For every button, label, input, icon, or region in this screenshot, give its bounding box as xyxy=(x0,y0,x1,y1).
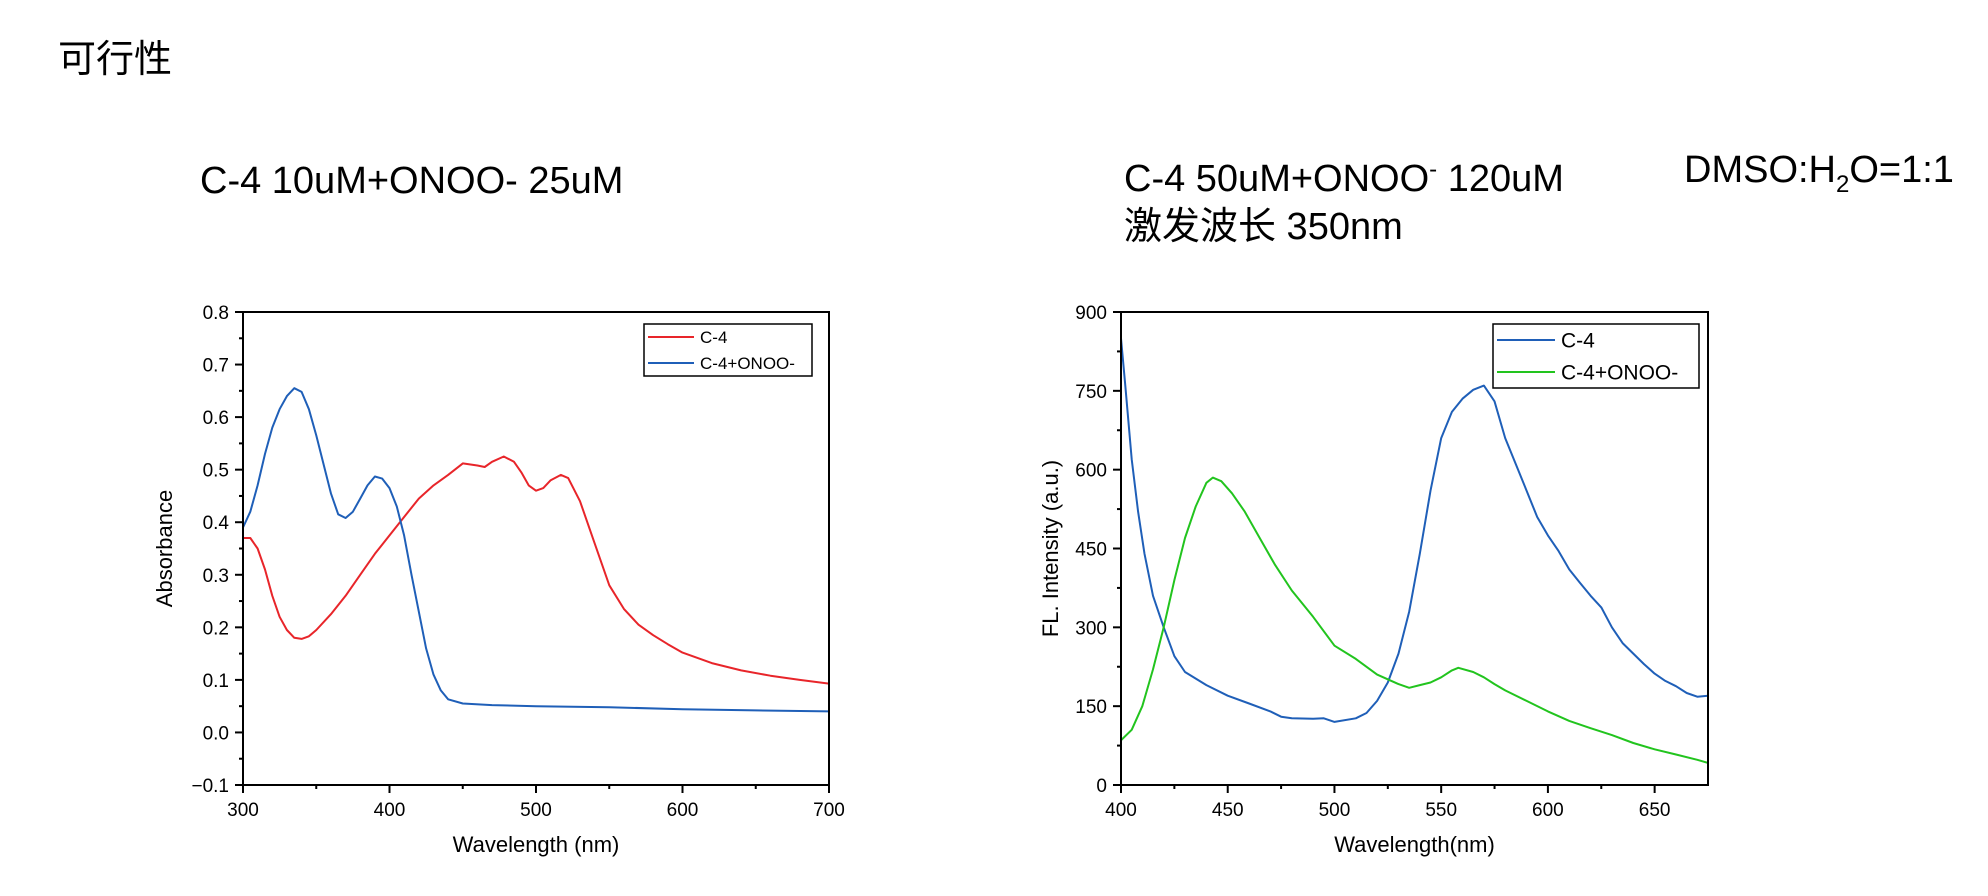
solvent-prefix: DMSO:H xyxy=(1684,149,1836,191)
excitation-wavelength-label: 激发波长 350nm xyxy=(1124,206,1403,248)
chart1-ytick-label: 0.1 xyxy=(203,671,229,692)
chart2-ytick-label: 600 xyxy=(1075,461,1107,482)
right-chart-heading: C-4 50uM+ONOO- 120uM 激发波长 350nm xyxy=(1124,146,1564,251)
chart1-ytick-label: 0.7 xyxy=(203,356,229,377)
chart1-ytick-label: 0.0 xyxy=(203,723,229,744)
chart2-ytick-label: 450 xyxy=(1075,540,1107,561)
chart1-legend-label: C-4+ONOO- xyxy=(700,354,795,373)
right-heading-superscript: - xyxy=(1429,156,1438,183)
chart1-series-1-line xyxy=(243,455,829,685)
chart2-x-axis-label: Wavelength(nm) xyxy=(1334,832,1495,857)
chart1-series-2-line xyxy=(243,387,829,713)
solvent-suffix: O=1:1 xyxy=(1849,149,1954,191)
chart2-ytick-label: 0 xyxy=(1096,776,1107,797)
chart2-legend-box xyxy=(1492,323,1700,389)
chart1-ytick-label: 0.4 xyxy=(203,513,230,534)
chart1-ytick-label: 0.3 xyxy=(203,566,229,587)
chart1-ytick-label: −0.1 xyxy=(191,776,229,797)
chart2-y-axis-label: FL. Intensity (a.u.) xyxy=(1038,460,1063,637)
chart1-xtick-label: 300 xyxy=(227,800,259,821)
chart2-legend-label: C-4+ONOO- xyxy=(1561,362,1678,385)
chart2-xtick-label: 550 xyxy=(1425,800,1457,821)
chart2-xtick-label: 400 xyxy=(1105,800,1137,821)
right-heading-part2: 120uM xyxy=(1437,158,1564,200)
left-chart-heading: C-4 10uM+ONOO- 25uM xyxy=(200,160,624,202)
chart2-ytick-label: 750 xyxy=(1075,382,1107,403)
chart1-y-axis-label: Absorbance xyxy=(152,490,177,607)
chart2-legend-label: C-4 xyxy=(1561,330,1595,353)
chart2-xtick-label: 650 xyxy=(1639,800,1671,821)
chart2-xtick-label: 450 xyxy=(1212,800,1244,821)
chart1-ytick-label: 0.8 xyxy=(203,303,229,324)
chart1-xtick-label: 400 xyxy=(374,800,406,821)
chart2-xtick-label: 600 xyxy=(1532,800,1564,821)
chart1-xtick-label: 700 xyxy=(813,800,845,821)
slide-title: 可行性 xyxy=(58,39,173,81)
chart2-xtick-label: 500 xyxy=(1319,800,1351,821)
solvent-ratio-label: DMSO:H2O=1:1 xyxy=(1684,146,1954,209)
chart2-ytick-label: 900 xyxy=(1075,303,1107,324)
chart1-legend-box xyxy=(643,323,813,377)
chart1-xtick-label: 500 xyxy=(520,800,552,821)
solvent-subscript: 2 xyxy=(1836,171,1850,198)
chart1-plot-frame xyxy=(242,311,830,786)
chart1-ytick-label: 0.6 xyxy=(203,408,229,429)
chart2-series-1-line xyxy=(1121,338,1708,723)
chart1-legend-label: C-4 xyxy=(700,328,727,347)
chart1-xtick-label: 600 xyxy=(667,800,699,821)
chart1-ytick-label: 0.5 xyxy=(203,461,229,482)
chart2-ytick-label: 300 xyxy=(1075,618,1107,639)
chart2-ytick-label: 150 xyxy=(1075,697,1107,718)
right-heading-part1: C-4 50uM+ONOO xyxy=(1124,158,1430,200)
chart1-x-axis-label: Wavelength (nm) xyxy=(453,832,620,857)
chart2-series-2-line xyxy=(1121,476,1708,764)
chart1-ytick-label: 0.2 xyxy=(203,618,229,639)
